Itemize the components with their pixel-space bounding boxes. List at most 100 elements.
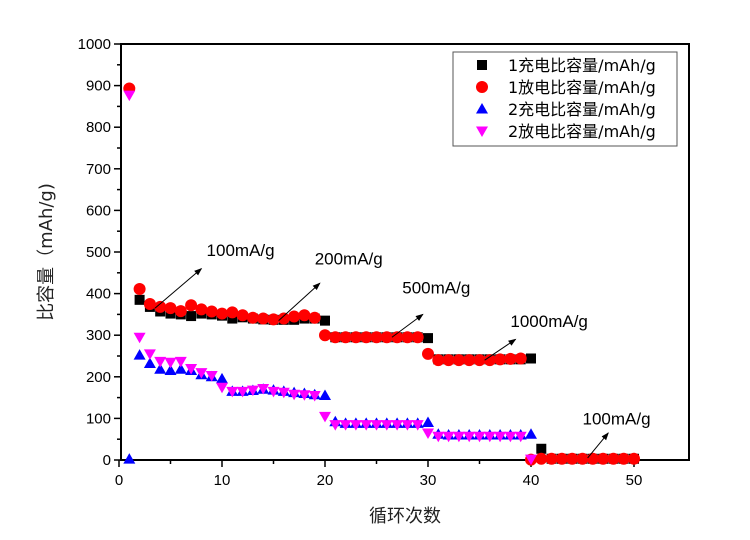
x-tick-label: 20 [317, 472, 334, 489]
data-point [442, 431, 455, 443]
legend-box [452, 51, 678, 147]
data-point [288, 310, 301, 323]
legend-item: 2放电比容量/mAh/g [476, 122, 656, 141]
data-point [154, 356, 167, 368]
series-2 [123, 82, 640, 466]
data-point [319, 389, 331, 401]
data-point [226, 306, 239, 319]
legend-marker [476, 103, 488, 114]
data-point [134, 294, 145, 305]
data-point [422, 347, 434, 360]
data-point [483, 354, 496, 367]
data-point [164, 364, 177, 376]
annotation-label: 100mA/g [207, 241, 275, 260]
data-point [494, 431, 507, 443]
data-point [236, 386, 249, 398]
data-point [308, 391, 321, 402]
data-point [526, 353, 536, 364]
data-point [422, 428, 434, 439]
data-point [319, 329, 331, 342]
data-point [401, 420, 414, 431]
legend-marker [476, 81, 488, 93]
data-point [123, 90, 136, 102]
y-tick-label: 0 [103, 452, 111, 469]
series-4 [123, 90, 537, 466]
data-point [360, 420, 373, 431]
data-point [423, 333, 433, 344]
data-point [227, 313, 238, 324]
data-point [473, 354, 486, 367]
data-point [329, 331, 342, 344]
data-point [236, 309, 249, 322]
data-point [186, 311, 197, 322]
legend: 1充电比容量/mAh/g 1放电比容量/mAh/g 2充电比容量/mAh/g 2放电比… [452, 51, 678, 147]
data-point [514, 352, 527, 365]
x-tick-label: 40 [523, 472, 540, 489]
x-axis-title: 循环次数 [369, 506, 441, 527]
data-point [143, 298, 156, 310]
data-point [349, 420, 362, 431]
data-point [391, 331, 404, 344]
data-point [422, 416, 434, 428]
data-point [257, 383, 270, 395]
data-point [195, 368, 208, 379]
data-point [370, 420, 383, 431]
legend-label: 2充电比容量/mAh/g [508, 100, 656, 119]
data-point [411, 420, 424, 431]
data-point [432, 354, 445, 367]
x-tick-label: 30 [420, 472, 437, 489]
data-point [349, 331, 362, 344]
y-tick-label: 800 [86, 119, 111, 136]
data-point [216, 307, 228, 320]
data-point [536, 443, 547, 454]
y-tick-label: 400 [86, 286, 111, 303]
data-point [535, 452, 548, 465]
legend-item: 1放电比容量/mAh/g [476, 78, 656, 97]
legend-label: 1放电比容量/mAh/g [508, 78, 656, 97]
data-point [133, 349, 146, 360]
data-point [277, 387, 290, 399]
annotation-label: 500mA/g [402, 279, 470, 298]
legend-item: 1充电比容量/mAh/g [477, 56, 656, 75]
data-point [607, 452, 620, 465]
data-point [205, 305, 218, 318]
data-point [463, 431, 476, 443]
y-tick-label: 600 [86, 202, 111, 219]
data-point [123, 453, 136, 464]
data-point [216, 372, 228, 384]
data-point [586, 452, 599, 465]
data-point [320, 315, 330, 326]
data-point [514, 431, 527, 443]
data-point [432, 431, 445, 443]
y-axis-title: 比容量（mAh/g) [36, 183, 57, 321]
data-point [494, 353, 507, 366]
legend-marker [477, 60, 487, 70]
data-point [576, 452, 589, 465]
data-point [463, 354, 476, 367]
data-point [504, 431, 517, 443]
data-point [308, 311, 321, 324]
data-point [628, 452, 640, 465]
y-tick-label: 100 [86, 410, 111, 427]
legend-label: 2放电比容量/mAh/g [508, 122, 656, 141]
data-point [298, 309, 311, 322]
data-point [174, 363, 187, 374]
data-point [174, 356, 187, 368]
legend-item: 2充电比容量/mAh/g [476, 100, 656, 119]
data-point [154, 363, 167, 374]
data-point [288, 389, 301, 401]
data-point [164, 357, 177, 369]
data-point [339, 331, 352, 344]
legend-label: 1充电比容量/mAh/g [508, 56, 656, 75]
data-point [597, 452, 610, 465]
data-point [267, 386, 280, 398]
data-point [154, 300, 167, 313]
data-point [411, 331, 424, 344]
data-point [185, 299, 198, 312]
data-point [133, 332, 146, 344]
annotation-label: 200mA/g [315, 249, 383, 268]
data-point [545, 452, 558, 465]
data-point [525, 454, 537, 466]
data-point [617, 452, 630, 465]
